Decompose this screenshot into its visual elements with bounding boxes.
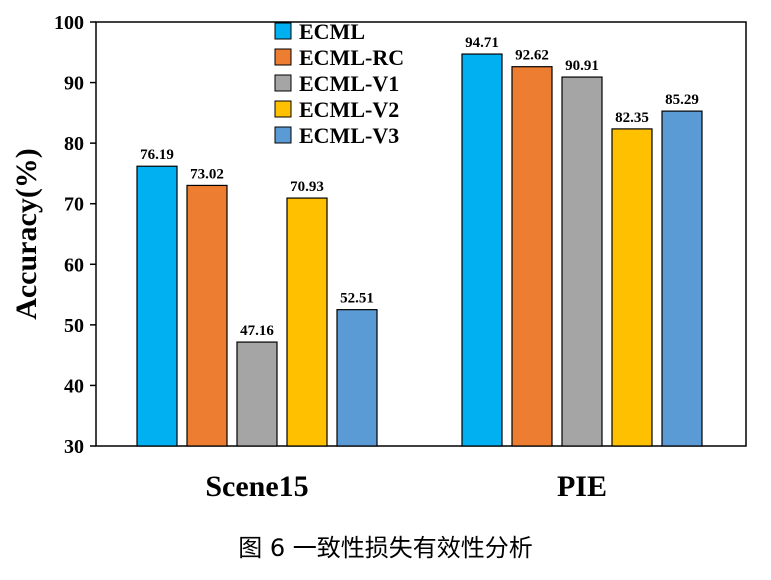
data-label: 92.62 (515, 48, 549, 64)
data-label: 85.29 (665, 92, 699, 108)
data-label: 90.91 (565, 58, 599, 74)
data-label: 76.19 (140, 147, 174, 163)
x-category-label: PIE (557, 470, 607, 503)
data-label: 47.16 (240, 323, 274, 339)
bar-pie-ecml (461, 53, 503, 447)
legend-entry: ECML (299, 19, 365, 44)
legend-entry: ECML-RC (299, 45, 404, 70)
bar-pie-ecml-rc (511, 66, 553, 447)
plot-frame (95, 21, 747, 447)
y-tick-label: 80 (64, 133, 84, 155)
data-label: 94.71 (465, 35, 499, 51)
y-tick-label: 50 (64, 315, 84, 337)
data-label: 52.51 (340, 291, 374, 307)
y-tick-label: 40 (64, 375, 84, 397)
bar-pie-ecml-v3 (661, 110, 703, 447)
y-tick-label: 60 (64, 254, 84, 276)
legend-swatch (274, 48, 292, 66)
y-axis-label: Accuracy(%) (10, 148, 43, 320)
bar-scene15-ecml-rc (186, 184, 228, 447)
data-label: 70.93 (290, 179, 324, 195)
bar-scene15-ecml-v2 (286, 197, 328, 447)
bar-pie-ecml-v1 (561, 76, 603, 447)
y-tick-label: 100 (54, 12, 84, 34)
legend-entry: ECML-V2 (299, 97, 399, 122)
y-tick-label: 70 (64, 194, 84, 216)
bar-pie-ecml-v2 (611, 128, 653, 447)
x-category-label: Scene15 (205, 470, 308, 503)
y-tick-label: 30 (64, 436, 84, 458)
legend-swatch (274, 74, 292, 92)
legend-entry: ECML-V1 (299, 71, 399, 96)
bar-scene15-ecml-v3 (336, 309, 378, 447)
figure-caption: 图 6 一致性损失有效性分析 (238, 534, 533, 562)
bar-scene15-ecml-v1 (236, 341, 278, 447)
data-label: 73.02 (190, 166, 224, 182)
data-label: 82.35 (615, 110, 649, 126)
legend-entry: ECML-V3 (299, 123, 399, 148)
legend-swatch (274, 126, 292, 144)
bar-scene15-ecml (136, 165, 178, 447)
legend-swatch (274, 22, 292, 40)
y-tick-label: 90 (64, 73, 84, 95)
legend-swatch (274, 100, 292, 118)
